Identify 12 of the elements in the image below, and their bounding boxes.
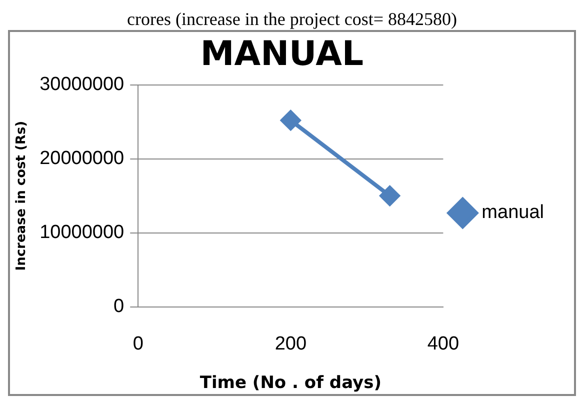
y-tick-label: 20000000 [40,148,124,170]
x-axis-title: Time (No . of days) [200,373,382,394]
y-tick-label: 10000000 [40,222,124,244]
chart-title: MANUAL [200,34,364,74]
legend-label: manual [482,202,544,224]
y-tick-label: 0 [114,296,124,318]
text: crores (increase in the project cost= 8842580) [126,8,458,30]
x-tick-label: 200 [274,333,307,354]
y-tick-label: 30000000 [40,74,124,96]
x-tick-label: 0 [132,333,144,354]
y-axis-title: Increase in cost (Rs) [14,120,30,271]
x-tick-label: 400 [427,333,460,354]
